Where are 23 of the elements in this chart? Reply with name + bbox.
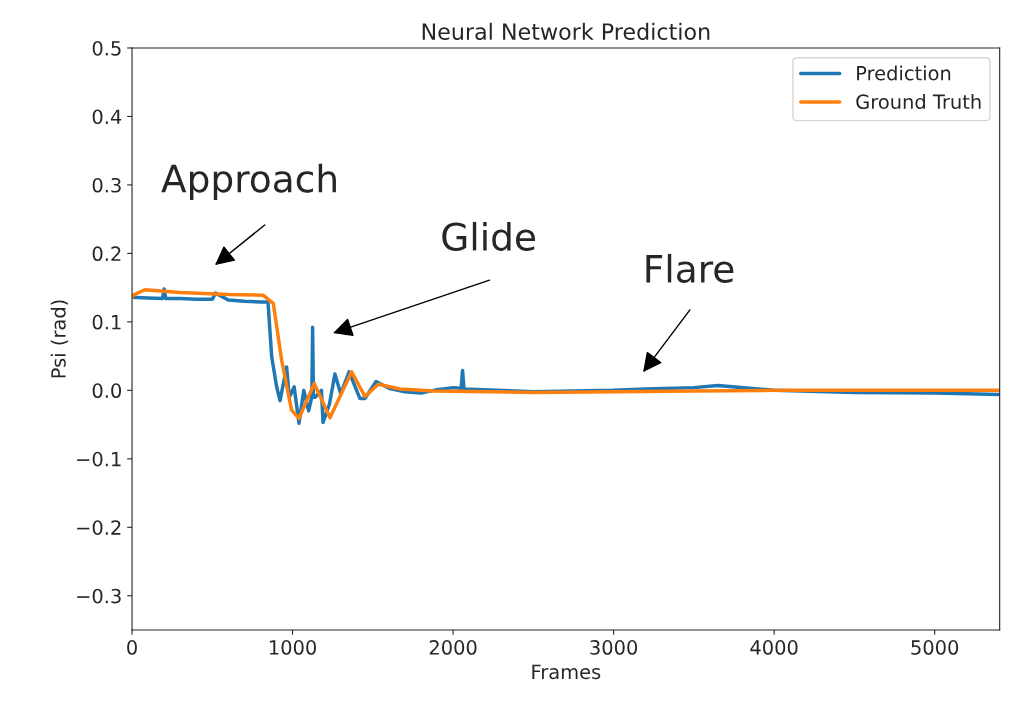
y-tick-label: 0.4 bbox=[92, 109, 122, 125]
y-tick-label: 0.2 bbox=[92, 246, 121, 262]
annotation: Approach bbox=[161, 163, 336, 200]
legend-label: Ground Truth bbox=[856, 94, 981, 110]
x-axis-title: Frames bbox=[532, 664, 601, 680]
y-tick-label: 0.0 bbox=[92, 383, 122, 399]
y-tick-label: 0.5 bbox=[92, 40, 121, 56]
y-tick-label: −0.2 bbox=[77, 520, 121, 535]
y-axis-title: Psi (rad) bbox=[50, 300, 69, 378]
x-tick-label: 0 bbox=[127, 640, 137, 655]
chart-title: Neural Network Prediction bbox=[422, 22, 710, 40]
x-tick-label: 5000 bbox=[911, 640, 959, 655]
x-tick-label: 4000 bbox=[750, 640, 798, 655]
y-tick-label: 0.3 bbox=[92, 177, 121, 193]
x-tick-label: 2000 bbox=[429, 640, 477, 655]
y-tick-label: −0.3 bbox=[77, 588, 121, 604]
annotation: Flare bbox=[646, 253, 734, 283]
x-tick-label: 3000 bbox=[590, 640, 638, 655]
y-tick-label: −0.1 bbox=[77, 451, 121, 467]
y-tick-label: 0.1 bbox=[92, 314, 121, 330]
annotation: Glide bbox=[442, 221, 536, 251]
x-tick-label: 1000 bbox=[269, 640, 317, 655]
legend-label: Prediction bbox=[857, 65, 951, 81]
